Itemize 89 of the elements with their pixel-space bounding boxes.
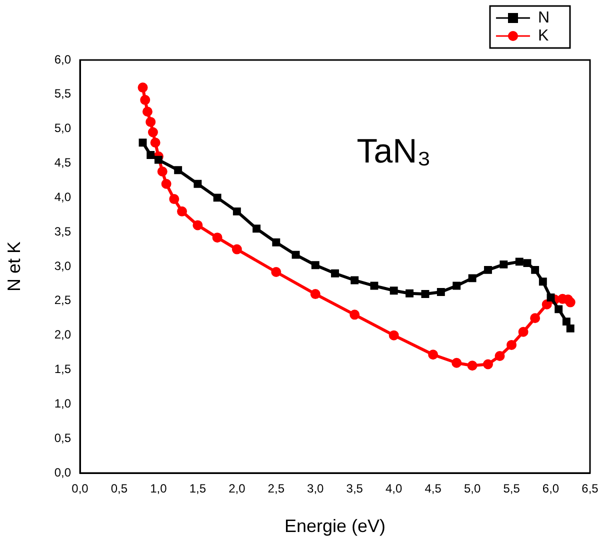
point [157, 166, 168, 177]
point [169, 194, 180, 204]
point [390, 286, 398, 295]
point [452, 358, 462, 368]
point [310, 289, 320, 300]
point [177, 206, 187, 216]
point [350, 310, 360, 320]
point [483, 359, 493, 370]
y-tick-label: 4,0 [54, 190, 72, 204]
point [468, 274, 476, 282]
x-tick-label: 4,5 [424, 482, 442, 496]
point [174, 166, 182, 174]
point [484, 266, 492, 274]
point [518, 326, 528, 337]
point [523, 259, 532, 268]
x-tick-label: 2,5 [268, 482, 285, 496]
point [138, 82, 148, 93]
point [370, 282, 378, 290]
x-tick-label: 3,5 [346, 482, 364, 496]
point [530, 313, 540, 324]
y-tick-label: 5,0 [54, 121, 72, 136]
y-tick-label: 0,5 [54, 430, 72, 445]
x-tick-label: 2,0 [228, 482, 246, 496]
point [146, 151, 155, 159]
point [148, 127, 158, 138]
y-axis-title: N et K [4, 241, 24, 292]
y-tick-label: 2,5 [54, 293, 72, 308]
x-tick-label: 5,0 [464, 482, 481, 496]
point [406, 289, 414, 298]
x-tick-label: 6,0 [542, 482, 560, 496]
point [311, 261, 320, 270]
point [252, 224, 261, 233]
point [142, 106, 152, 117]
x-tick-label: 6,5 [582, 482, 599, 496]
point [421, 290, 430, 298]
y-tick-label: 1,5 [54, 362, 72, 376]
y-tick-label: 6,0 [54, 52, 72, 66]
point [350, 276, 359, 284]
x-tick-label: 5,5 [503, 482, 520, 496]
point [515, 258, 524, 266]
point [138, 138, 147, 147]
point [554, 305, 563, 314]
point [452, 282, 461, 290]
y-tick-label: 4,5 [54, 156, 72, 170]
x-tick-label: 0,0 [72, 482, 89, 496]
point [213, 194, 222, 202]
legend-label: K [538, 27, 549, 44]
point [150, 138, 160, 148]
point [232, 244, 242, 254]
point [140, 94, 150, 105]
y-tick-label: 5,5 [54, 86, 72, 101]
x-tick-label: 4,0 [386, 482, 403, 496]
point [500, 260, 508, 268]
x-tick-label: 3,0 [307, 482, 324, 496]
point [192, 220, 203, 230]
x-axis-title: Energie (eV) [284, 516, 386, 536]
y-tick-label: 3,0 [54, 258, 72, 273]
point [531, 266, 540, 274]
point [538, 278, 547, 286]
point [388, 330, 399, 340]
point [146, 116, 156, 127]
point [566, 324, 574, 332]
point [494, 350, 505, 361]
point [271, 267, 282, 278]
y-tick-label: 3,5 [54, 224, 72, 238]
point [212, 232, 222, 243]
y-tick-label: 0,0 [54, 465, 72, 480]
point [272, 238, 280, 246]
point [506, 340, 517, 350]
point [565, 297, 576, 308]
y-tick-label: 2,0 [54, 328, 72, 342]
point [161, 178, 172, 189]
legend-label: N [538, 9, 550, 26]
x-tick-label: 0,5 [110, 482, 128, 496]
x-tick-label: 1,5 [189, 482, 206, 496]
point [436, 288, 445, 296]
point [292, 250, 300, 259]
point [542, 299, 552, 310]
point [428, 350, 438, 360]
point [331, 269, 339, 278]
point [562, 318, 570, 326]
x-tick-label: 1,0 [150, 482, 168, 496]
point [232, 207, 241, 216]
point [194, 180, 202, 188]
point [154, 156, 162, 164]
y-tick-label: 1,0 [54, 396, 72, 410]
point [546, 294, 555, 302]
text: TaN₃ [356, 132, 431, 170]
point [467, 360, 478, 371]
